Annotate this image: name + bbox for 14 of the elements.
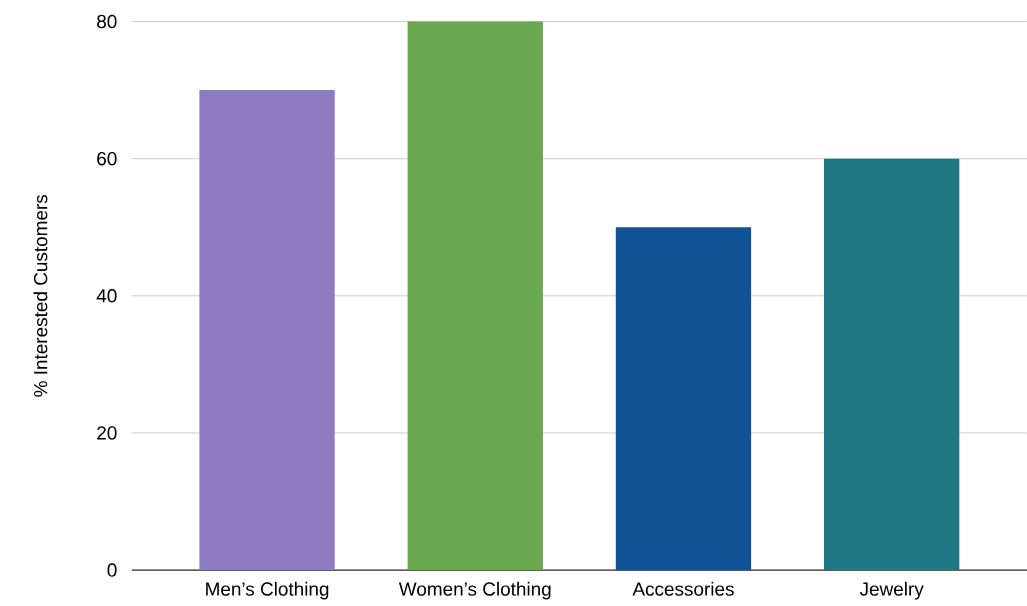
y-tick-label: 60 — [97, 151, 117, 166]
bar — [407, 21, 543, 570]
y-tick-label: 20 — [97, 426, 117, 440]
bar — [199, 89, 335, 570]
bar — [615, 227, 752, 570]
y-tick-label: 40 — [96, 288, 117, 303]
x-tick-label: Accessories — [632, 581, 734, 596]
x-tick-label: Men’s Clothing — [206, 581, 329, 600]
y-tick-label: 80 — [97, 14, 117, 29]
bar — [824, 158, 960, 570]
x-tick-label: Jewelry — [859, 581, 924, 600]
x-tick-label: Women’s Clothing — [398, 581, 551, 600]
y-axis-title: % Interested Customers — [33, 194, 48, 397]
y-tick-label: 0 — [107, 563, 117, 577]
